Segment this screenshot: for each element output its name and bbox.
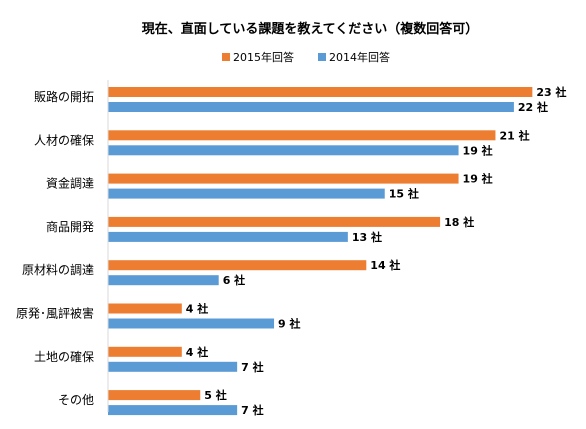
- legend-label-1: 2014年回答: [329, 50, 390, 64]
- legend: 2015年回答 2014年回答: [222, 50, 390, 64]
- bar-0-3: [108, 216, 441, 227]
- bars-group: 23 社22 社 21 社 19 社 19 社 15 社 18 社 13 社 14 社 6 社 4…: [108, 85, 566, 417]
- data-label-1-3: 13 社: [352, 230, 382, 244]
- data-label-0-0: 23 社: [536, 85, 566, 99]
- bar-1-7: [108, 405, 238, 416]
- legend-swatch-0: [222, 53, 230, 61]
- data-label-0-2: 19 社: [463, 172, 493, 186]
- category-label-5: 原発･風評被害: [16, 306, 94, 321]
- chart-title: 現在、直面している課題を教えてください（複数回答可）: [142, 21, 479, 37]
- legend-label-0: 2015年回答: [233, 50, 294, 64]
- category-label-2: 資金調達: [46, 176, 94, 191]
- category-label-0: 販路の開拓: [34, 89, 94, 104]
- legend-swatch-1: [318, 53, 326, 61]
- category-label-4: 原材料の調達: [22, 263, 94, 277]
- data-label-1-7: 7 社: [241, 403, 263, 417]
- bar-1-5: [108, 318, 275, 329]
- bar-0-0: [108, 87, 533, 97]
- bar-0-6: [108, 346, 182, 357]
- category-label-7: その他: [58, 393, 94, 407]
- category-label-1: 人材の確保: [34, 132, 94, 147]
- data-label-1-0: 22 社: [518, 100, 548, 114]
- bar-1-6: [108, 361, 238, 372]
- bar-0-7: [108, 390, 201, 401]
- data-label-0-7: 5 社: [204, 388, 226, 402]
- bar-1-1: [108, 145, 459, 156]
- data-label-0-4: 14 社: [370, 258, 400, 272]
- category-label-6: 土地の確保: [34, 349, 94, 364]
- bar-0-2: [108, 173, 459, 184]
- data-label-1-1: 19 社: [463, 143, 493, 157]
- bar-0-4: [108, 260, 367, 271]
- bar-1-3: [108, 231, 348, 242]
- bar-1-0: [108, 102, 514, 112]
- bar-1-2: [108, 188, 385, 199]
- bar-0-5: [108, 303, 182, 314]
- data-label-0-3: 18 社: [444, 215, 474, 229]
- category-label-3: 商品開発: [46, 219, 94, 234]
- data-label-1-4: 6 社: [223, 273, 245, 287]
- bar-0-1: [108, 130, 496, 141]
- data-label-0-5: 4 社: [186, 302, 208, 316]
- data-label-1-6: 7 社: [241, 360, 263, 374]
- data-label-0-6: 4 社: [186, 345, 208, 359]
- bar-1-4: [108, 275, 219, 286]
- data-label-0-1: 21 社: [499, 128, 529, 142]
- data-label-1-2: 15 社: [389, 187, 419, 201]
- data-label-1-5: 9 社: [278, 317, 300, 331]
